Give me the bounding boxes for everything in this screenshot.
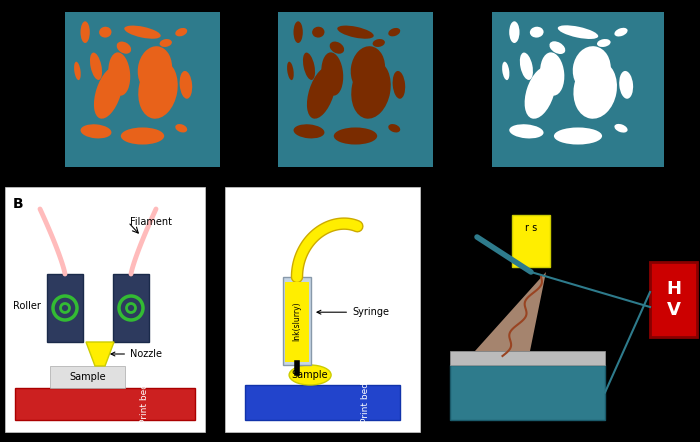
Bar xyxy=(245,385,400,420)
Text: r s: r s xyxy=(525,223,537,233)
Ellipse shape xyxy=(620,71,633,99)
Ellipse shape xyxy=(293,21,303,43)
Bar xyxy=(278,12,433,167)
Ellipse shape xyxy=(303,53,315,80)
Text: Filament: Filament xyxy=(130,217,172,227)
Bar xyxy=(450,365,605,420)
Bar xyxy=(650,262,697,337)
Ellipse shape xyxy=(530,27,544,38)
Ellipse shape xyxy=(90,53,102,80)
Ellipse shape xyxy=(80,124,111,138)
Bar xyxy=(225,187,420,432)
Ellipse shape xyxy=(554,127,602,145)
Bar xyxy=(512,215,550,267)
Bar xyxy=(283,277,311,365)
Ellipse shape xyxy=(334,127,377,145)
Ellipse shape xyxy=(321,52,343,95)
Ellipse shape xyxy=(180,71,193,99)
Ellipse shape xyxy=(510,124,543,138)
Bar xyxy=(65,12,220,167)
Ellipse shape xyxy=(175,28,187,36)
Ellipse shape xyxy=(502,62,510,80)
Ellipse shape xyxy=(351,60,391,119)
Polygon shape xyxy=(86,342,114,366)
Ellipse shape xyxy=(524,66,556,119)
Polygon shape xyxy=(475,272,546,351)
Bar xyxy=(492,12,664,167)
Ellipse shape xyxy=(312,27,325,38)
Ellipse shape xyxy=(160,39,172,47)
Ellipse shape xyxy=(117,42,131,54)
Ellipse shape xyxy=(287,62,294,80)
Text: Roller: Roller xyxy=(13,301,41,311)
Ellipse shape xyxy=(74,62,81,80)
Text: Syringe: Syringe xyxy=(317,307,389,317)
Ellipse shape xyxy=(389,28,400,36)
Text: Sample: Sample xyxy=(292,370,328,380)
Bar xyxy=(5,187,205,432)
Text: Ink(slurry): Ink(slurry) xyxy=(293,301,302,341)
Ellipse shape xyxy=(138,60,178,119)
Ellipse shape xyxy=(80,21,90,43)
Ellipse shape xyxy=(615,124,628,133)
Text: Nozzle: Nozzle xyxy=(111,349,162,359)
Bar xyxy=(285,282,309,362)
Bar xyxy=(113,274,149,342)
Ellipse shape xyxy=(372,39,385,47)
Bar xyxy=(450,351,605,365)
Ellipse shape xyxy=(509,21,519,43)
Ellipse shape xyxy=(289,365,331,385)
Text: H
V: H V xyxy=(666,280,681,319)
Text: B: B xyxy=(13,197,24,211)
Ellipse shape xyxy=(125,26,161,39)
Text: Sample: Sample xyxy=(69,372,106,382)
Ellipse shape xyxy=(330,42,344,54)
Ellipse shape xyxy=(293,124,325,138)
Ellipse shape xyxy=(94,66,123,119)
Ellipse shape xyxy=(550,41,566,54)
Ellipse shape xyxy=(337,26,374,39)
Ellipse shape xyxy=(307,66,336,119)
Ellipse shape xyxy=(99,27,111,38)
Ellipse shape xyxy=(573,60,617,119)
Bar xyxy=(15,388,195,420)
Text: Print bed: Print bed xyxy=(361,382,370,423)
Ellipse shape xyxy=(175,124,187,133)
Ellipse shape xyxy=(393,71,405,99)
Ellipse shape xyxy=(108,52,130,95)
Ellipse shape xyxy=(520,53,533,80)
Bar xyxy=(47,274,83,342)
Bar xyxy=(50,366,125,388)
Ellipse shape xyxy=(540,52,564,95)
Ellipse shape xyxy=(615,28,628,37)
Ellipse shape xyxy=(351,46,385,92)
Ellipse shape xyxy=(121,127,164,145)
Ellipse shape xyxy=(573,46,611,92)
Ellipse shape xyxy=(389,124,400,133)
Ellipse shape xyxy=(138,46,172,92)
Ellipse shape xyxy=(558,25,598,39)
Ellipse shape xyxy=(597,39,610,47)
Text: Print bed: Print bed xyxy=(140,384,149,424)
